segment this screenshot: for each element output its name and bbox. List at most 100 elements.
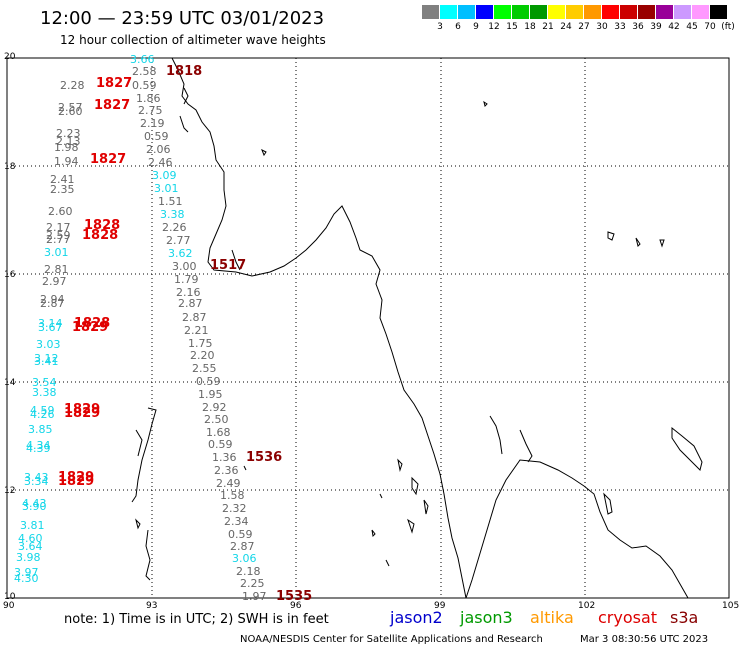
legend-label: 18 [524, 22, 536, 32]
wave-height-value: 2.50 [204, 413, 229, 426]
wave-height-value: 2.60 [48, 205, 73, 218]
wave-height-value: 2.60 [58, 105, 83, 118]
wave-height-value: 1828 [74, 316, 111, 331]
wave-height-value: 2.59 [46, 229, 71, 242]
wave-height-value: 1829 [64, 402, 101, 417]
wave-height-value: 1818 [166, 64, 203, 79]
map-subtitle: 12 hour collection of altimeter wave hei… [60, 33, 326, 47]
wave-height-value: 3.34 [24, 475, 49, 488]
wave-height-value: 1.58 [220, 489, 245, 502]
wave-height-value: 4.30 [14, 572, 39, 585]
wave-height-value: 2.18 [236, 565, 261, 578]
legend-swatch [602, 5, 619, 19]
wave-height-value: 2.35 [50, 183, 75, 196]
wave-height-value: 1827 [96, 76, 133, 91]
legend-swatch [674, 5, 691, 19]
legend-swatch [494, 5, 511, 19]
coastline [131, 57, 703, 599]
wave-height-value: 2.87 [178, 297, 203, 310]
legend-swatch [530, 5, 547, 19]
legend-label: 36 [632, 22, 644, 32]
wave-height-value: 2.23 [56, 127, 81, 140]
wave-height-value: 3.12 [34, 352, 59, 365]
wave-height-value: 2.87 [230, 540, 255, 553]
wave-height-value: 4.26 [30, 408, 55, 421]
wave-height-value: 3.03 [36, 338, 61, 351]
wave-height-value: 2.21 [184, 324, 209, 337]
wave-height-value: 3.38 [32, 386, 57, 399]
legend-swatch [638, 5, 655, 19]
legend-swatch [656, 5, 673, 19]
legend-swatch [620, 5, 637, 19]
wave-height-value: 3.62 [168, 247, 193, 260]
wave-height-value: 2.16 [176, 286, 201, 299]
legend-label: (ft) [721, 22, 735, 32]
wave-height-value: 2.06 [146, 143, 171, 156]
wave-height-value: 3.09 [152, 169, 177, 182]
wave-height-value: 1.51 [158, 195, 183, 208]
wave-height-value: 1.95 [198, 388, 223, 401]
wave-height-value: 2.13 [56, 135, 81, 148]
wave-height-value: 3.01 [44, 246, 69, 259]
legend-label: 27 [578, 22, 590, 32]
wave-height-value: 3.54 [32, 376, 57, 389]
wave-height-value: 4.34 [26, 439, 51, 452]
lon-label: 96 [290, 601, 302, 611]
wave-height-value: 2.75 [138, 104, 163, 117]
wave-height-value: 1829 [64, 406, 101, 421]
map-frame [6, 57, 730, 599]
wave-height-value: 4.43 [22, 497, 47, 510]
graticule [7, 58, 729, 598]
legend-label: 39 [650, 22, 662, 32]
wave-height-value: 3.64 [18, 540, 43, 553]
wave-height-value: 4.59 [30, 404, 55, 417]
wave-height-value: 2.87 [40, 297, 65, 310]
wave-height-value: 2.97 [42, 275, 67, 288]
wave-height-value: 3.66 [130, 53, 155, 66]
lon-label: 90 [3, 601, 15, 611]
wave-height-value: 2.32 [222, 502, 247, 515]
wave-height-value: 1827 [90, 152, 127, 167]
wave-height-value: 2.26 [162, 221, 187, 234]
legend-label: 33 [614, 22, 626, 32]
wave-height-value: 2.34 [224, 515, 249, 528]
legend-swatch [512, 5, 529, 19]
wave-height-value: 2.41 [50, 173, 75, 186]
generated-timestamp: Mar 3 08:30:56 UTC 2023 [580, 634, 709, 645]
wave-height-value: 1.79 [174, 273, 199, 286]
satellite-altika: altika [530, 608, 574, 627]
wave-height-value: 1536 [246, 450, 283, 465]
wave-height-value: 2.87 [182, 311, 207, 324]
wave-height-value: 1829 [58, 470, 95, 485]
wave-height-value: 3.97 [14, 566, 39, 579]
wave-height-value: 2.17 [46, 221, 71, 234]
legend-label: 3 [437, 22, 443, 32]
lat-label: 16 [4, 270, 16, 280]
lon-label: 99 [434, 601, 446, 611]
legend-label: 45 [686, 22, 698, 32]
wave-height-value: 3.38 [160, 208, 185, 221]
wave-height-value: 1535 [276, 589, 313, 604]
wave-height-value: 2.77 [166, 234, 191, 247]
wave-height-value: 3.85 [28, 423, 53, 436]
wave-height-value: 4.60 [18, 532, 43, 545]
legend-label: 6 [455, 22, 461, 32]
wave-height-value: 1828 [82, 228, 119, 243]
wave-height-value: 1827 [94, 98, 131, 113]
wave-height-value: 3.06 [232, 552, 257, 565]
wave-height-value: 3.14 [38, 317, 63, 330]
wave-height-value: 3.00 [172, 260, 197, 273]
legend-swatch [710, 5, 727, 19]
wave-height-value: 2.58 [132, 65, 157, 78]
wave-height-value: 2.36 [214, 464, 239, 477]
wave-height-value: 3.90 [22, 500, 47, 513]
wave-height-value: 1.98 [54, 141, 79, 154]
wave-height-value: 3.81 [20, 519, 45, 532]
wave-height-value: 1.36 [212, 451, 237, 464]
wave-height-value: 3.98 [16, 551, 41, 564]
legend-label: 70 [704, 22, 716, 32]
wave-height-value: 1517 [210, 258, 247, 273]
satellite-s3a: s3a [670, 608, 699, 627]
lat-label: 20 [4, 52, 16, 62]
legend-swatch [458, 5, 475, 19]
